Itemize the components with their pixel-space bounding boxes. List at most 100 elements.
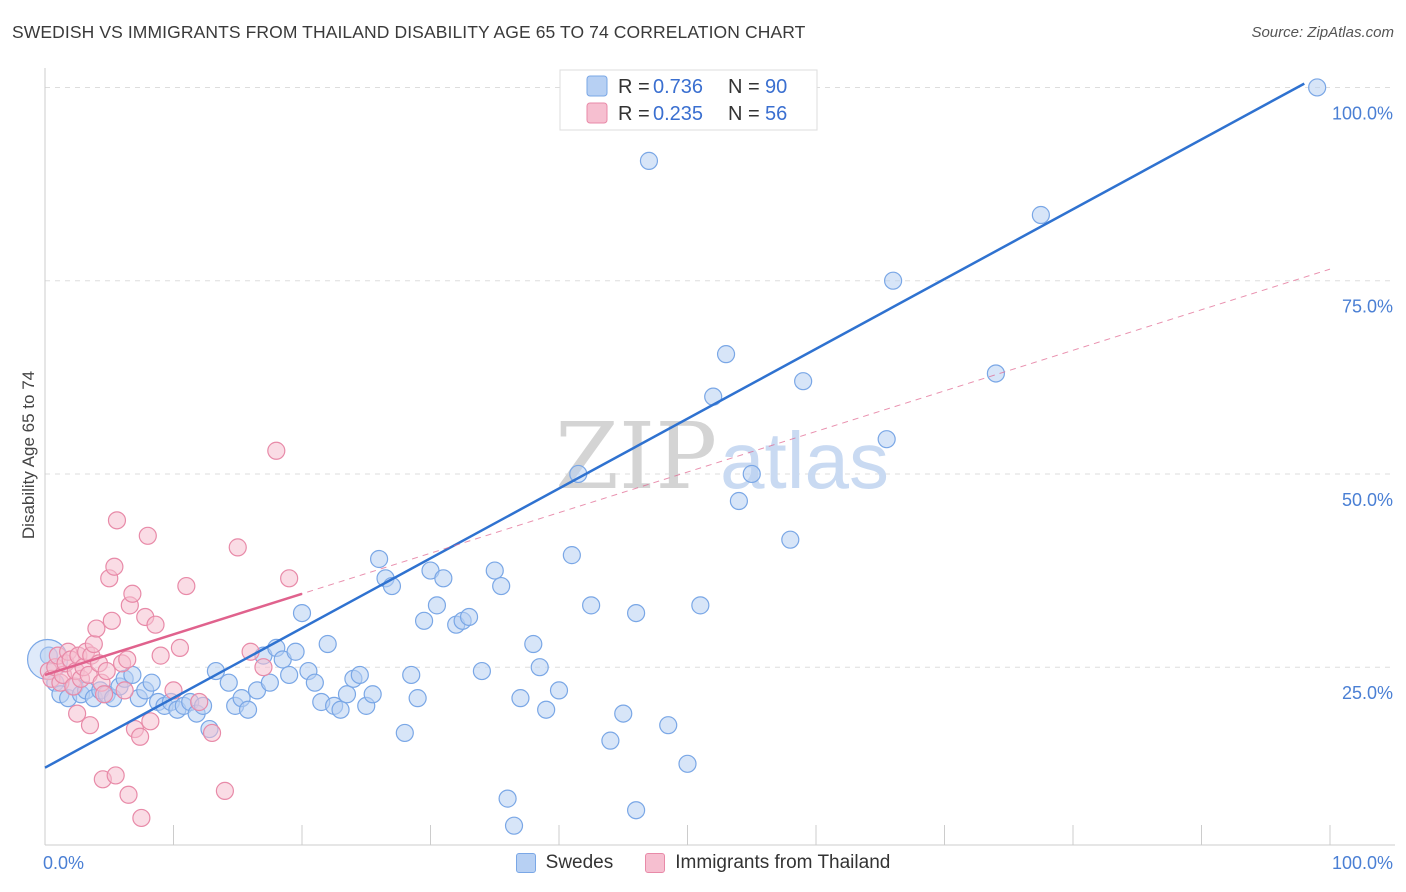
y-tick-label: 50.0% xyxy=(1342,490,1393,510)
legend-r-label-2: R = xyxy=(618,103,650,125)
trend-lines xyxy=(44,82,1331,769)
point-swedes xyxy=(305,673,324,692)
point-swedes xyxy=(414,611,434,630)
point-swedes xyxy=(485,561,504,580)
point-swedes xyxy=(498,789,517,808)
y-axis-label: Disability Age 65 to 74 xyxy=(19,371,38,539)
point-swedes xyxy=(492,576,511,596)
point-thailand xyxy=(170,638,190,657)
swatch-swedes xyxy=(515,853,536,873)
watermark-zip: ZIP xyxy=(555,403,717,510)
point-swedes xyxy=(370,549,389,569)
swatch-thailand xyxy=(645,853,666,873)
grid-lines xyxy=(45,86,1395,668)
point-thailand xyxy=(228,538,247,557)
point-swedes xyxy=(434,569,453,588)
point-swedes xyxy=(1308,78,1327,97)
trend-line-swedes xyxy=(44,82,1305,769)
legend-n-value-1: 90 xyxy=(765,76,787,98)
point-swedes xyxy=(877,430,896,449)
point-swedes xyxy=(280,665,299,685)
point-thailand xyxy=(138,526,157,545)
point-swedes xyxy=(562,546,581,565)
x-tick-label-min: 0.0% xyxy=(43,853,84,873)
bottom-legend-label-thailand: Immigrants from Thailand xyxy=(675,852,891,873)
point-thailand xyxy=(215,781,234,800)
point-swedes xyxy=(504,816,524,835)
point-swedes xyxy=(292,603,312,623)
point-swedes xyxy=(1031,205,1050,225)
x-tick-label-max: 100.0% xyxy=(1332,853,1393,873)
point-swedes xyxy=(537,700,556,719)
legend-n-label-1: N = xyxy=(728,76,760,98)
point-thailand xyxy=(177,576,196,596)
tick-labels: 25.0% 50.0% 75.0% 100.0% 0.0% 100.0% xyxy=(43,103,1393,873)
chart-title: SWEDISH VS IMMIGRANTS FROM THAILAND DISA… xyxy=(12,22,806,42)
point-swedes xyxy=(659,716,678,735)
point-thailand xyxy=(106,766,125,785)
point-thailand xyxy=(132,808,151,828)
point-swedes xyxy=(530,658,549,677)
legend: R = 0.736 N = 90 R = 0.235 N = 56 xyxy=(559,69,818,131)
point-swedes xyxy=(219,673,238,692)
point-swedes xyxy=(363,685,382,704)
trend-line-thailand xyxy=(44,592,303,677)
legend-swatch-blue xyxy=(586,75,608,97)
point-thailand xyxy=(97,661,116,681)
bottom-legend: Swedes Immigrants from Thailand xyxy=(0,852,1406,874)
data-points xyxy=(26,78,1327,835)
point-thailand xyxy=(84,634,103,654)
source-credit: Source: ZipAtlas.com xyxy=(1251,24,1394,41)
point-thailand xyxy=(95,685,114,704)
point-thailand xyxy=(130,727,150,746)
point-swedes xyxy=(511,689,530,708)
point-thailand xyxy=(164,681,183,700)
point-swedes xyxy=(472,661,491,681)
point-swedes xyxy=(395,723,414,743)
point-swedes xyxy=(794,372,813,391)
point-swedes xyxy=(639,151,659,170)
point-swedes xyxy=(716,345,736,364)
axes xyxy=(44,68,1395,846)
point-swedes xyxy=(549,681,569,700)
point-swedes xyxy=(883,271,903,290)
point-thailand xyxy=(102,611,121,630)
point-swedes xyxy=(142,673,161,692)
y-tick-label: 25.0% xyxy=(1342,683,1393,703)
point-thailand xyxy=(105,557,124,576)
point-swedes xyxy=(742,464,761,484)
point-swedes xyxy=(729,491,749,511)
point-swedes xyxy=(238,700,258,719)
watermark: ZIP atlas xyxy=(555,403,889,510)
legend-n-value-2: 56 xyxy=(765,103,787,125)
legend-n-label-2: N = xyxy=(728,103,760,125)
point-swedes xyxy=(614,704,633,723)
point-thailand xyxy=(115,681,134,700)
point-swedes xyxy=(408,689,427,708)
point-swedes xyxy=(601,731,620,750)
legend-r-label-1: R = xyxy=(618,76,650,98)
point-thailand xyxy=(190,692,209,712)
point-thailand xyxy=(68,704,87,723)
point-swedes xyxy=(260,673,279,692)
bottom-legend-item-swedes: Swedes xyxy=(515,852,614,874)
point-thailand xyxy=(280,569,299,588)
y-tick-label: 75.0% xyxy=(1342,297,1393,317)
point-thailand xyxy=(119,785,138,804)
point-thailand xyxy=(123,584,142,603)
bottom-legend-label-swedes: Swedes xyxy=(545,852,614,873)
point-thailand xyxy=(80,716,100,735)
point-swedes xyxy=(582,596,601,615)
point-thailand xyxy=(107,511,127,530)
point-swedes xyxy=(524,634,543,654)
point-thailand xyxy=(151,646,170,665)
point-thailand xyxy=(202,723,222,743)
point-swedes xyxy=(331,700,350,719)
point-swedes xyxy=(459,607,479,627)
point-swedes xyxy=(337,685,357,704)
point-thailand xyxy=(267,441,286,460)
legend-r-value-1: 0.736 xyxy=(653,76,703,98)
point-swedes xyxy=(781,530,800,549)
point-swedes xyxy=(427,596,447,615)
